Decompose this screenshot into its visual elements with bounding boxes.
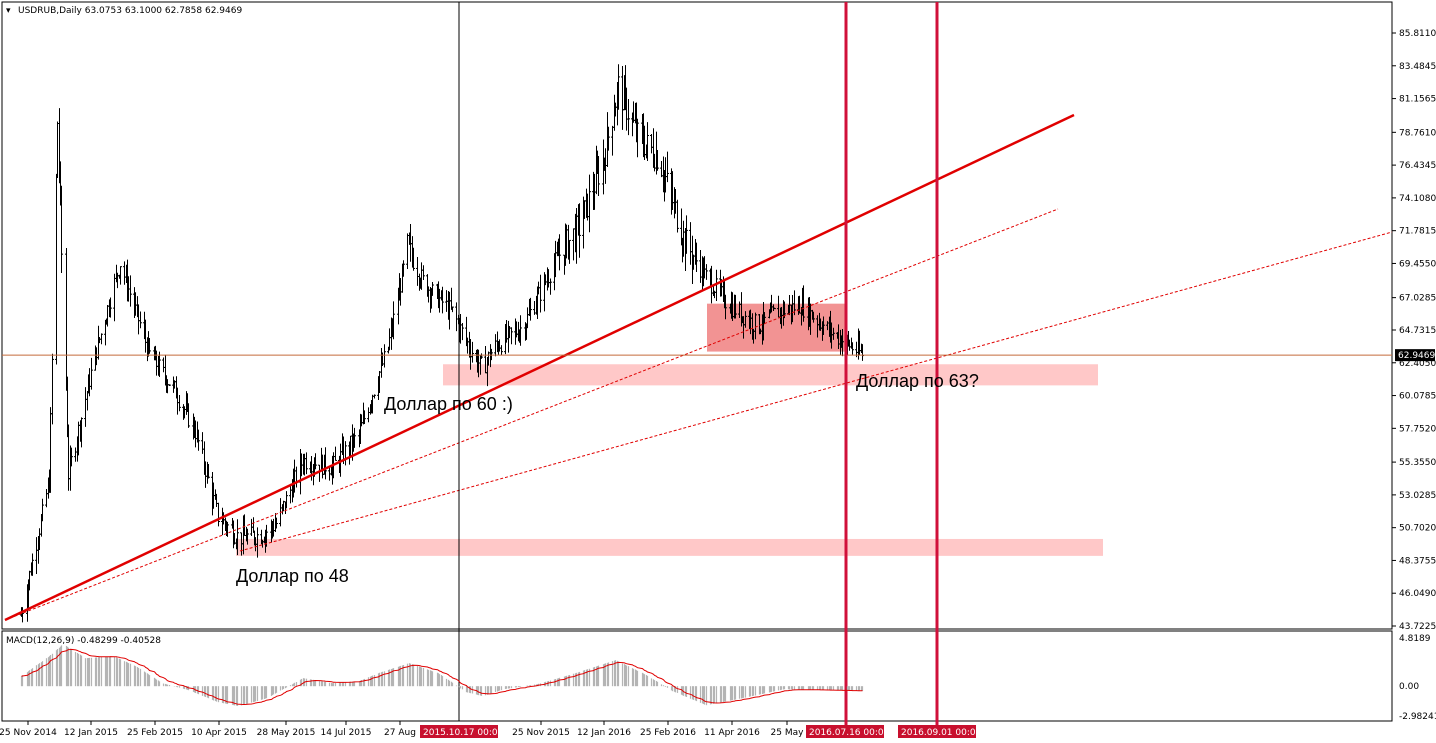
macd-tick-label: -2.98241: [1399, 712, 1436, 722]
y-tick-label: 64.7315: [1399, 326, 1436, 336]
last-price-label: 62.9469: [1398, 351, 1435, 361]
y-tick-label: 62.4050: [1399, 359, 1436, 369]
time-marker-badge: [420, 725, 498, 738]
macd-panel-frame: [1, 630, 1393, 722]
x-tick-label: 14 Jul 2015: [321, 728, 372, 738]
y-tick-label: 69.4550: [1399, 259, 1436, 269]
macd-signal-line: [21, 648, 863, 705]
y-tick-label: 46.0490: [1399, 589, 1436, 599]
y-tick-label: 81.1565: [1399, 95, 1436, 105]
y-tick-label: 53.0285: [1399, 491, 1436, 501]
price-axis: 85.8110 83.4845 81.1565 78.7610 76.4345 74.10…: [1392, 29, 1436, 632]
x-tick-label: 25 Nov 2014: [0, 728, 57, 738]
annotation-63: Доллар по 63?: [856, 371, 979, 391]
time-marker-badge: [806, 725, 884, 738]
lower-trendline[interactable]: [239, 231, 1393, 552]
macd-tick-label: 0.00: [1399, 682, 1419, 692]
x-tick-label: 12 Jan 2015: [64, 728, 118, 738]
annotation-60: Доллар по 60 :): [384, 394, 513, 414]
y-tick-label: 57.7520: [1399, 424, 1436, 434]
y-tick-label: 85.8110: [1399, 29, 1436, 39]
x-tick-label: 27 Aug: [384, 728, 416, 738]
consolidation-box: [707, 303, 846, 352]
macd-tick-label: 4.8189: [1399, 634, 1431, 644]
y-tick-label: 60.0785: [1399, 392, 1436, 402]
x-tick-label: 10 Apr 2015: [191, 728, 247, 738]
time-marker-label: 2016.09.01 00:00: [901, 728, 982, 738]
secondary-trendline[interactable]: [4, 208, 1059, 621]
macd-indicator: [20, 645, 864, 706]
y-tick-label: 78.7610: [1399, 128, 1436, 138]
chart-title: ▾: [6, 6, 11, 16]
x-tick-label: 25 Feb 2015: [127, 728, 183, 738]
x-tick-label: 25 Nov 2015: [512, 728, 570, 738]
y-tick-label: 50.7020: [1399, 524, 1436, 534]
y-tick-label: 76.4345: [1399, 161, 1436, 171]
y-tick-label: 67.0285: [1399, 294, 1436, 304]
y-tick-label: 48.3755: [1399, 556, 1436, 566]
macd-axis: 4.8189 0.00 -2.98241: [1399, 634, 1436, 722]
symbol-info: USDRUB,Daily 63.0753 63.1000 62.7858 62.…: [18, 6, 242, 16]
macd-title: MACD(12,26,9) -0.48299 -0.40528: [6, 636, 161, 646]
support-zone-60: [443, 364, 1098, 386]
x-tick-label: 12 Jan 2016: [577, 728, 631, 738]
main-trendline[interactable]: [4, 113, 1075, 622]
x-tick-label: 11 Apr 2016: [704, 728, 760, 738]
x-tick-label: 25 May: [771, 728, 805, 738]
last-price-badge: [1395, 349, 1435, 362]
x-tick-label: 28 May 2015: [257, 728, 316, 738]
x-tick-label: 25 Feb 2016: [640, 728, 696, 738]
y-tick-label: 83.4845: [1399, 62, 1436, 72]
main-panel-frame: [1, 1, 1393, 630]
y-tick-label: 74.1080: [1399, 194, 1436, 204]
time-marker-label: 2015.10.17 00:00: [423, 728, 504, 738]
y-tick-label: 55.3550: [1399, 458, 1436, 468]
time-axis: 25 Nov 2014 12 Jan 2015 25 Feb 2015 10 Apr …: [0, 721, 804, 738]
candles: [20, 64, 864, 623]
annotation-48: Доллар по 48: [236, 566, 349, 586]
time-marker-badge: [898, 725, 976, 738]
y-tick-label: 71.7815: [1399, 227, 1436, 237]
support-zone-48: [236, 538, 1103, 556]
y-tick-label: 43.7225: [1399, 622, 1436, 632]
time-marker-label: 2016.07.16 00:00: [809, 728, 890, 738]
